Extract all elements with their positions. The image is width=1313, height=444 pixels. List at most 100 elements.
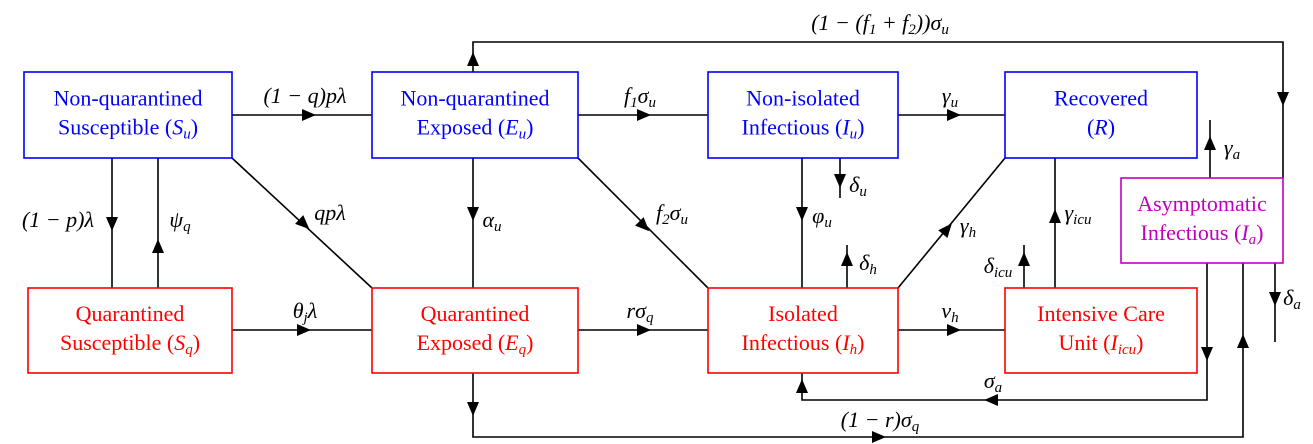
arrowhead <box>834 174 846 188</box>
arrowhead <box>984 394 998 406</box>
node-label: Infectious (Iu) <box>742 115 865 143</box>
text-run: (1 − ( <box>811 10 864 35</box>
arrowhead <box>947 324 961 336</box>
text-run: Recovered <box>1054 86 1148 111</box>
subscript: 2 <box>908 22 916 38</box>
text-run: Non-quarantined <box>400 86 549 111</box>
edge-label: ψq <box>169 207 191 235</box>
text-run: + <box>876 10 902 35</box>
arrowhead <box>841 252 853 266</box>
subscript: icu <box>1073 212 1091 228</box>
math-symbol: ψ <box>169 207 183 232</box>
edge-label: (1 − r)σq <box>841 407 920 435</box>
math-symbol: σ <box>930 10 942 35</box>
text-run: ) <box>526 330 533 355</box>
subscript: u <box>850 127 858 143</box>
edge-label: δa <box>1283 285 1301 313</box>
subscript: u <box>183 127 191 143</box>
node-label: Infectious (Ia) <box>1141 220 1264 248</box>
math-symbol: f <box>863 10 872 35</box>
node-box <box>1004 287 1198 374</box>
arrowhead <box>295 215 310 230</box>
arrowhead <box>635 217 650 232</box>
math-symbol: φ <box>812 203 824 228</box>
math-symbol: σ <box>638 83 650 108</box>
text-run: ( <box>1087 115 1094 140</box>
edge-label: θjλ <box>293 298 318 326</box>
node-label: Intensive Care <box>1037 301 1165 326</box>
node-box <box>27 287 233 374</box>
node-box <box>707 287 899 374</box>
node-label: Quarantined <box>421 301 530 326</box>
node-label: Non-quarantined <box>53 86 202 111</box>
node-label: Non-isolated <box>746 86 860 111</box>
edge-label: (1 − (f1 + f2))σu <box>811 10 949 38</box>
arrowhead <box>637 109 651 121</box>
text-run: (1 − p)λ <box>22 207 94 232</box>
text-run: Isolated <box>768 301 838 326</box>
edge-label: νh <box>941 298 958 326</box>
arrowhead <box>152 239 164 253</box>
subscript: q <box>185 342 193 358</box>
text-run: ) <box>191 115 198 140</box>
arrowhead <box>637 324 651 336</box>
subscript: q <box>912 419 920 435</box>
edge-label: δicu <box>984 253 1013 281</box>
text-run: ) <box>526 115 533 140</box>
subscript: icu <box>994 265 1012 281</box>
node-label: Quarantined <box>76 301 185 326</box>
math-symbol: σ <box>901 407 913 432</box>
subscript: u <box>680 212 688 228</box>
node-label: Recovered <box>1054 86 1148 111</box>
text-run: (1 − r) <box>841 407 901 432</box>
math-symbol: σ <box>670 200 682 225</box>
edge-label: γu <box>942 83 958 111</box>
math-symbol: δ <box>984 253 995 278</box>
edge-label: γh <box>960 213 976 241</box>
subscript: h <box>850 342 858 358</box>
arrowhead <box>302 109 316 121</box>
text-run: Infectious ( <box>742 115 843 140</box>
text-run: ) <box>193 330 200 355</box>
node-label: (R) <box>1087 115 1115 140</box>
math-symbol: γ <box>960 213 970 238</box>
text-run: Quarantined <box>76 301 185 326</box>
arrowhead <box>467 52 479 66</box>
subscript: q <box>519 342 527 358</box>
node-box <box>371 71 579 159</box>
edge-label: qpλ <box>314 200 346 225</box>
subscript: a <box>1293 297 1301 313</box>
subscript: u <box>648 95 656 111</box>
text-run: qpλ <box>314 200 346 225</box>
node-box <box>707 71 899 159</box>
subscript: h <box>951 310 959 326</box>
node-box <box>1120 177 1284 264</box>
text-run: Exposed ( <box>417 330 506 355</box>
text-run: Intensive Care <box>1037 301 1165 326</box>
text-run: Susceptible ( <box>60 330 174 355</box>
edge-label: δu <box>849 172 867 200</box>
node-label: Non-quarantined <box>400 86 549 111</box>
text-run: )) <box>914 10 931 35</box>
node-box <box>23 71 233 159</box>
arrowhead <box>467 207 479 221</box>
subscript: j <box>302 310 308 326</box>
subscript: u <box>941 22 949 38</box>
edge-label: γa <box>1224 135 1240 163</box>
text-run: Quarantined <box>421 301 530 326</box>
edge-label: f1σu <box>624 83 656 111</box>
edge-label: f2σu <box>656 200 688 228</box>
arrowhead <box>106 217 118 231</box>
text-run: Asymptomatic <box>1137 191 1267 216</box>
math-symbol: γ <box>1065 200 1075 225</box>
node-label: Infectious (Ih) <box>742 330 865 358</box>
math-symbol: f <box>624 83 633 108</box>
node-box <box>371 287 579 374</box>
text-run: (1 − q)pλ <box>263 83 346 108</box>
arrowhead <box>467 402 479 416</box>
math-symbol: I <box>841 115 851 140</box>
arrowhead <box>1204 136 1216 150</box>
subscript: u <box>519 127 527 143</box>
edge <box>897 157 1006 289</box>
subscript: q <box>183 219 191 235</box>
